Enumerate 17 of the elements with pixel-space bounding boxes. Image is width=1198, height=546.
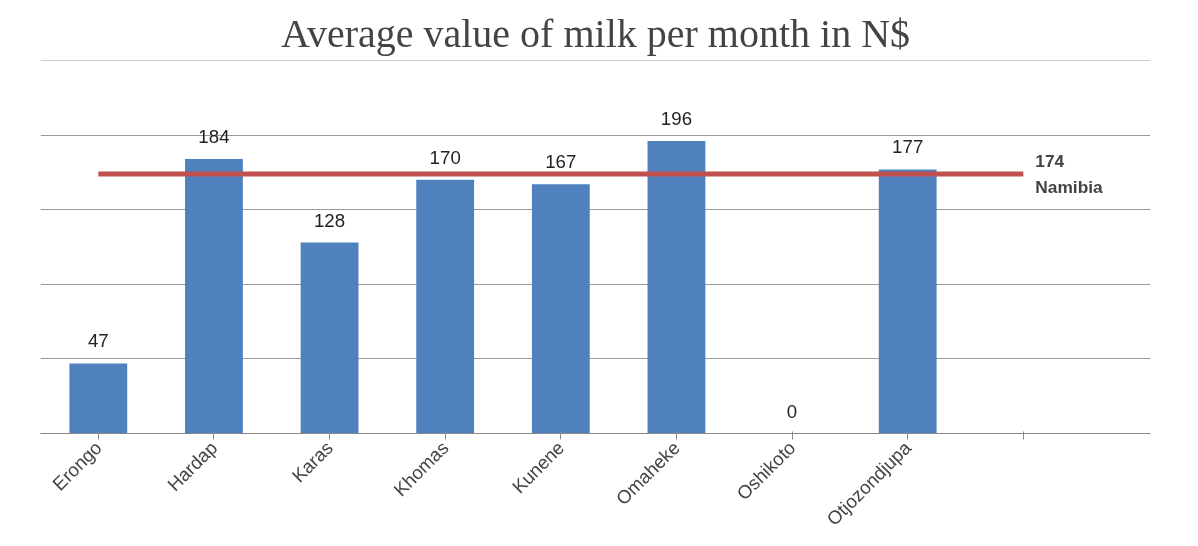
bar <box>878 169 937 434</box>
bar <box>416 179 475 434</box>
data-label: 128 <box>314 209 346 231</box>
bar <box>69 363 128 434</box>
data-label: 170 <box>429 146 461 168</box>
bar <box>185 158 243 434</box>
data-label: 167 <box>545 151 577 173</box>
bar <box>531 184 590 434</box>
data-label: 47 <box>87 330 109 352</box>
chart-title: Average value of milk per month in N$ <box>280 10 911 56</box>
ref-line-label: 174 Namibia <box>1035 150 1104 197</box>
data-label: 0 <box>786 400 798 422</box>
bar <box>300 242 359 434</box>
bar <box>647 141 706 434</box>
data-label: 177 <box>892 136 924 158</box>
data-label: 196 <box>660 108 693 130</box>
data-label: 184 <box>198 125 230 147</box>
